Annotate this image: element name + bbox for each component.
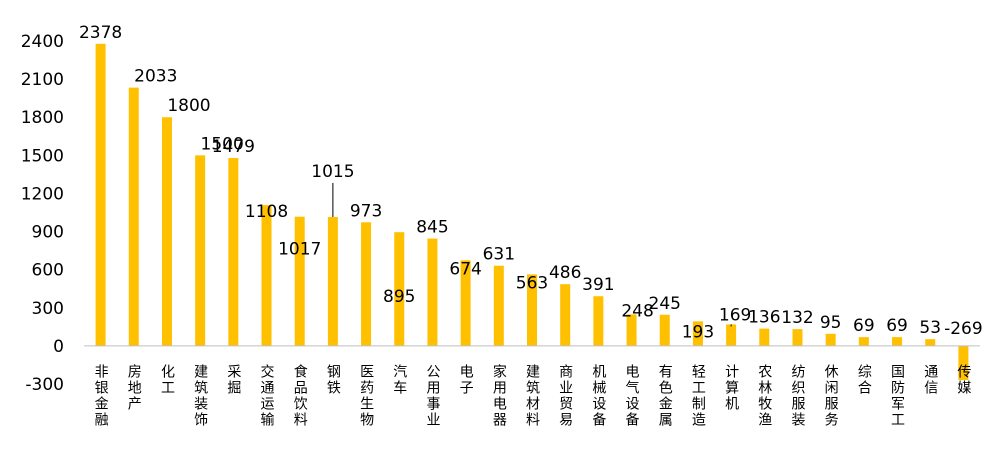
data-label: 95: [820, 313, 842, 333]
bar: [128, 87, 139, 346]
category-label: 国防军工: [889, 364, 905, 428]
category-label: 公用事业: [424, 364, 440, 428]
bar: [792, 329, 803, 346]
bar: [327, 216, 338, 346]
data-label: 245: [649, 294, 681, 314]
data-label: 53: [919, 318, 941, 338]
category-label: 电气设备: [624, 364, 640, 428]
category-label: 轻工制造: [690, 364, 706, 428]
category-label: 机械设备: [590, 364, 606, 428]
data-label: 2378: [79, 23, 122, 43]
category-label: 建筑装饰: [192, 364, 208, 428]
category-label: 房地产: [126, 364, 142, 412]
data-label: 248: [621, 301, 653, 321]
category-label: 非银金融: [93, 364, 109, 428]
bar: [195, 155, 206, 346]
category-label: 钢铁: [325, 364, 341, 396]
category-label: 交通运输: [259, 363, 275, 428]
bar: [925, 339, 936, 346]
category-label: 休闲服务: [823, 364, 839, 428]
data-label: 69: [886, 316, 908, 336]
data-label: 1017: [278, 240, 321, 260]
data-label: 132: [781, 308, 813, 328]
y-tick-label: 600: [32, 261, 64, 281]
data-label: 69: [853, 316, 875, 336]
data-label: 845: [416, 218, 448, 238]
data-label: 895: [383, 287, 415, 307]
category-label: 通信: [922, 364, 938, 396]
bar: [361, 222, 372, 346]
bars: [95, 43, 969, 381]
bar: [394, 232, 405, 346]
y-tick-label: 2100: [21, 70, 64, 90]
data-label: 1800: [167, 96, 210, 116]
bar: [95, 43, 106, 346]
data-label: 674: [449, 259, 481, 279]
bar: [825, 333, 836, 346]
y-tick-label: 900: [32, 223, 64, 243]
bar: [294, 216, 305, 346]
data-label: 2033: [134, 67, 177, 87]
bar: [261, 205, 272, 346]
category-label: 采掘: [225, 364, 241, 396]
y-tick-label: 1500: [21, 146, 64, 166]
bar: [626, 314, 637, 346]
bar: [560, 284, 571, 346]
y-tick-label: 1200: [21, 184, 64, 204]
bar: [958, 345, 969, 381]
category-label: 建筑材料: [524, 364, 540, 428]
bar: [858, 337, 869, 346]
category-label: 汽车: [391, 364, 407, 396]
data-label: 1108: [245, 202, 288, 222]
category-label: 医药生物: [358, 364, 374, 428]
bar: [692, 321, 703, 346]
bar: [726, 324, 737, 346]
category-label: 农林牧渔: [756, 364, 772, 428]
data-label: 1015: [311, 162, 354, 182]
bar: [593, 296, 604, 346]
data-label: 631: [483, 245, 515, 265]
bar: [892, 337, 903, 346]
category-label: 商业贸易: [557, 364, 573, 428]
bar: [493, 265, 504, 346]
data-label: 391: [582, 275, 614, 295]
bar: [427, 238, 438, 346]
category-label: 食品饮料: [292, 363, 308, 428]
leader-lines: [332, 182, 732, 327]
bar: [228, 158, 239, 346]
data-label: 486: [549, 263, 581, 283]
category-label: 纺织服装: [789, 364, 805, 428]
y-tick-label: 0: [53, 337, 64, 357]
y-tick-label: 1800: [21, 108, 64, 128]
y-tick-label: -300: [25, 375, 64, 395]
data-label: -269: [944, 319, 983, 339]
category-label: 电子: [458, 364, 474, 396]
y-tick-label: 2400: [21, 32, 64, 52]
bar: [659, 314, 670, 346]
category-label: 化工: [159, 364, 175, 396]
data-label: 1479: [212, 137, 255, 157]
bar: [460, 260, 471, 346]
category-label: 有色金属: [657, 364, 673, 428]
data-label: 169: [719, 305, 751, 325]
data-label: 563: [516, 273, 548, 293]
data-label: 193: [682, 322, 714, 342]
y-axis-ticks: 2400 2100 1800 1500 1200 900 600 300 0 -300: [21, 32, 64, 395]
category-label: 综合: [856, 364, 872, 396]
bar: [759, 328, 770, 346]
data-label: 973: [350, 201, 382, 221]
bar: [527, 274, 537, 346]
data-label: 1500: [201, 134, 244, 154]
data-label: 136: [748, 308, 780, 328]
category-label: 传媒: [955, 364, 971, 396]
y-tick-label: 300: [32, 299, 64, 319]
category-label: 计算机: [723, 364, 739, 412]
bar: [161, 117, 172, 346]
category-labels: 非银金融 房地产 化工 建筑装饰 采掘 交通运输 食品饮料 钢铁 医药生物 汽车 公用事业 电子 家用电…: [93, 363, 972, 428]
category-label: 家用电器: [491, 363, 507, 428]
